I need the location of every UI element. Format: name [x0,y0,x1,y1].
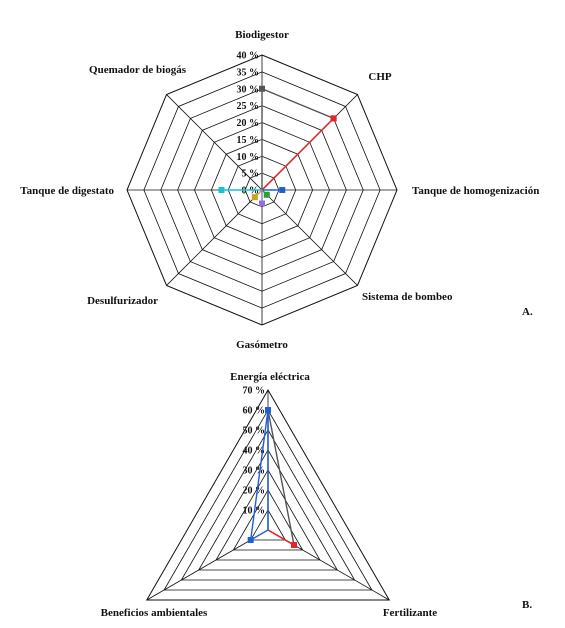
tick-label: 5 % [242,169,260,180]
axis-label: Tanque de homogenización [412,185,539,197]
series-2 [247,407,271,543]
grid-ring [163,409,373,591]
axis-spoke [166,189,263,286]
tick-label: 60 % [243,406,266,417]
axis-label: CHP [368,71,392,83]
series-1 [261,115,337,191]
data-point [279,187,286,193]
tick-label: 70 % [243,386,266,397]
axis-label: Quemador de biogás [89,64,187,76]
tick-label: 35 % [237,67,260,78]
axis-label: Desulfurizador [87,295,158,307]
data-point [259,200,265,207]
series-line [249,409,269,542]
data-point [330,115,337,122]
data-point [259,85,265,92]
data-point [251,194,258,201]
tick-label: 20 % [243,486,266,497]
series-line [261,117,335,191]
tick-label: 15 % [237,135,260,146]
panel-label: A. [522,306,533,318]
series-3 [261,189,270,198]
tick-label: 40 % [237,51,260,62]
tick-label: 50 % [243,426,266,437]
series-1 [267,529,297,548]
grid-ring [180,429,356,581]
axis-spoke [261,189,358,286]
axis-label: Sistema de bombeo [362,291,453,303]
radar-chart-a: 0 % 5 % 10 % 15 % 20 % 25 % 30 % 35 % 40 % Biodig… [20,29,539,351]
grid-ring [145,389,391,601]
axis-label: Biodigestor [235,29,289,41]
data-point [247,537,254,543]
radar-chart-b: 10 % 20 % 30 % 40 % 50 % 60 % 70 % Energía eléc… [101,371,533,619]
series-0 [265,407,297,548]
tick-label: 25 % [237,101,260,112]
panel-label: B. [522,599,532,611]
tick-label: 0 % [242,186,260,197]
axis-label: Fertilizante [383,607,437,619]
axis-label: Gasómetro [236,339,288,351]
grid-ring [232,489,304,551]
tick-label: 10 % [243,506,266,517]
tick-label: 10 % [237,152,260,163]
series-4 [259,190,265,207]
data-point [218,187,225,193]
data-point [290,542,297,548]
data-point [265,407,271,413]
tick-label: 40 % [243,446,266,457]
tick-label: 20 % [237,118,260,129]
axis-label: Tanque de digestato [20,185,114,197]
series-5 [251,189,263,201]
series-2 [262,187,286,193]
grid-ring [249,509,287,541]
tick-label: 30 % [237,84,260,95]
series-6 [218,187,262,193]
grid-ring [198,449,338,571]
axis-spoke [166,94,263,191]
grid-ring [215,469,321,561]
axis-label: Beneficios ambientales [101,607,208,619]
data-point [263,191,270,198]
tick-label: 30 % [243,466,266,477]
axis-label: Energía eléctrica [230,371,310,383]
